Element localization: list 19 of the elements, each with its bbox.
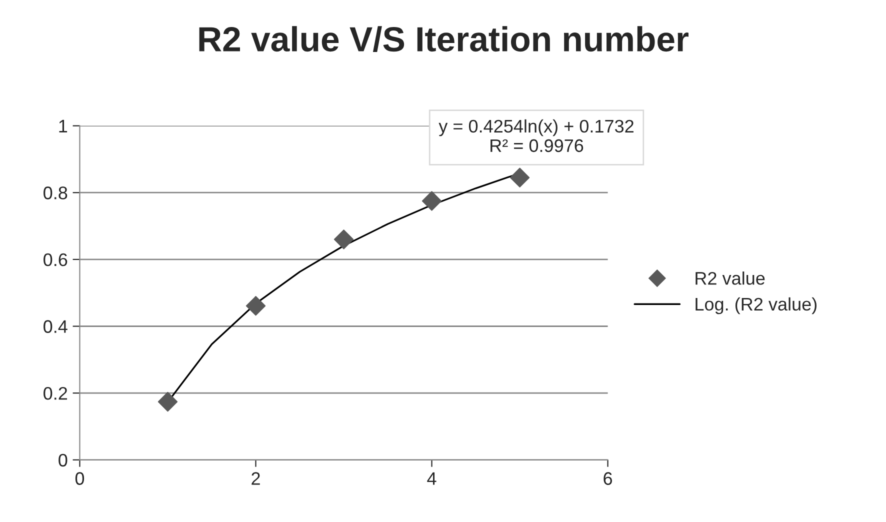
- point: [246, 296, 266, 316]
- y-tick-label: 0.4: [44, 320, 68, 333]
- annotation: y = 0.4254ln(x) + 0.1732 R² = 0.9976: [438, 119, 634, 152]
- x-tick-label: 0: [75, 472, 84, 485]
- chart-title: R2 value V/S Iteration number: [199, 26, 688, 52]
- point: [158, 392, 178, 412]
- y-tick-label: 0.6: [44, 253, 68, 266]
- point: [510, 168, 530, 188]
- y-tick-label: 0.8: [44, 186, 68, 200]
- y-tick-label: 0.2: [44, 387, 68, 400]
- y-tick-label: 0: [58, 454, 68, 467]
- point: [334, 230, 354, 250]
- x-tick-label: 2: [252, 472, 260, 485]
- y-tick-label: 1: [59, 120, 68, 132]
- x-tick-label: 6: [604, 472, 612, 485]
- x-tick-label: 4: [427, 472, 436, 485]
- legend-label: Log. (R2 value): [696, 297, 817, 314]
- legend-label: R2 value: [696, 271, 765, 285]
- point: [422, 191, 442, 211]
